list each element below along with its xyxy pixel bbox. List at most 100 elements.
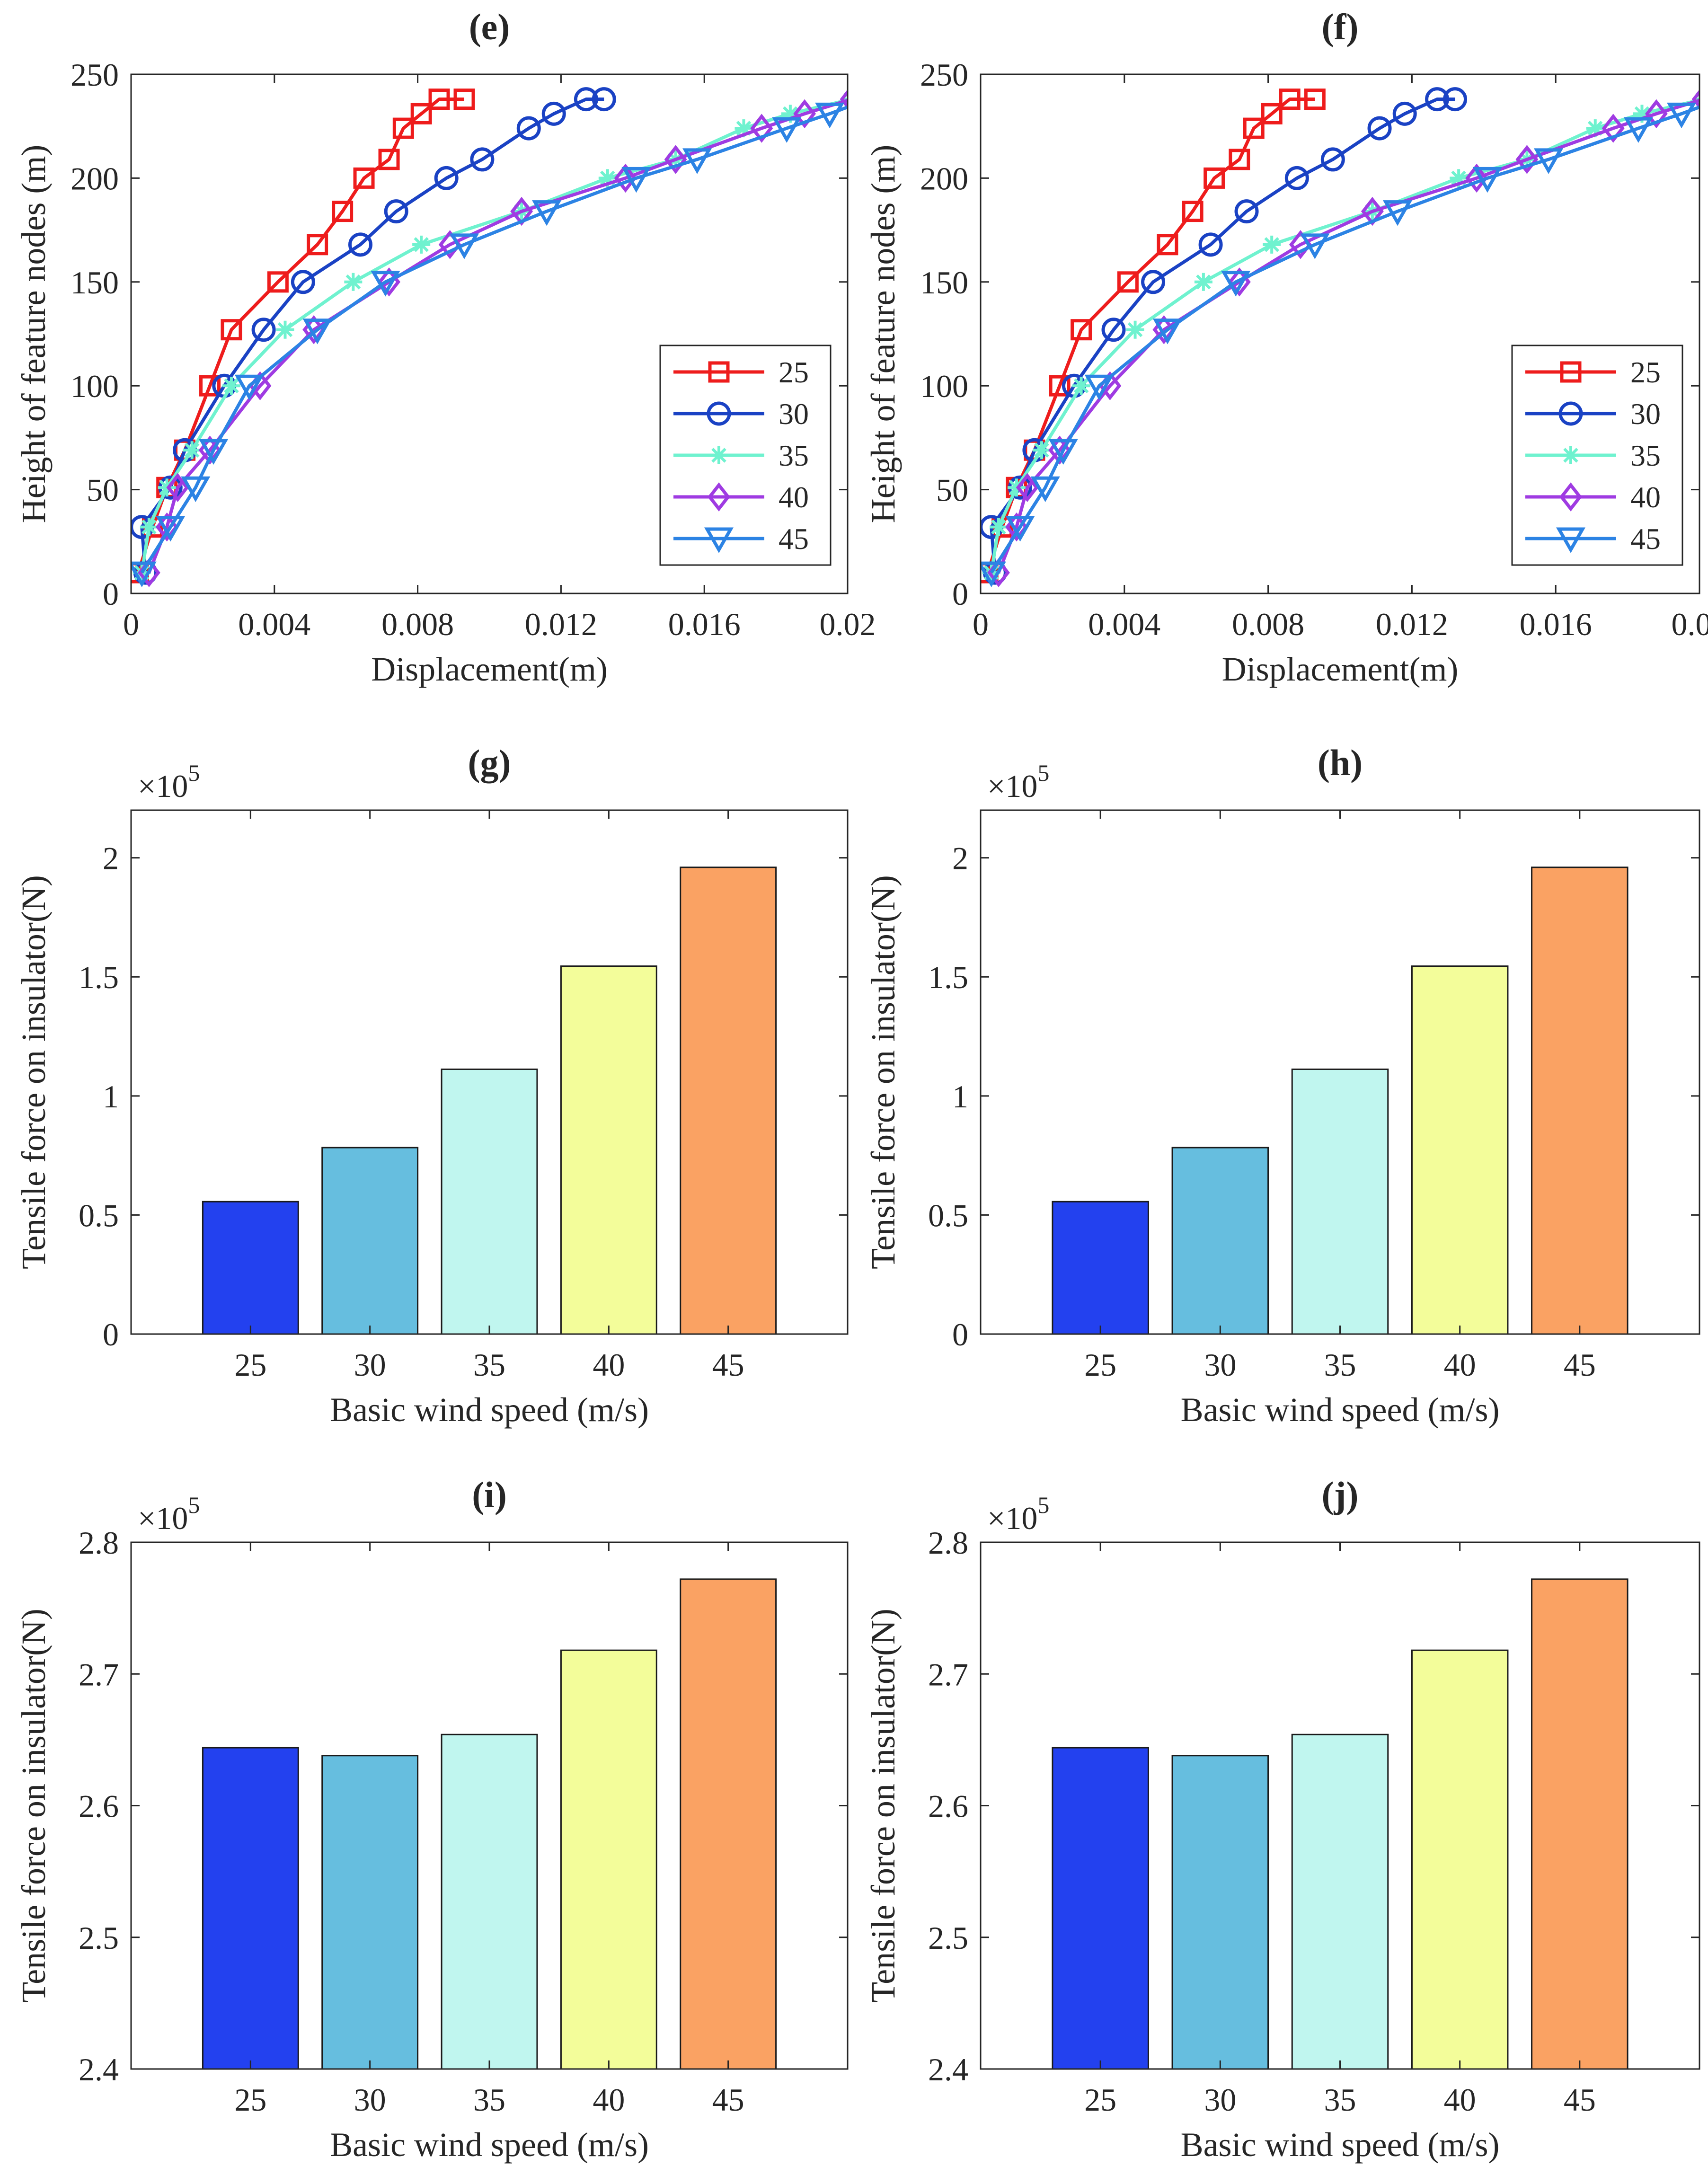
x-tick-label: 40 bbox=[593, 1347, 625, 1383]
asterisk-marker bbox=[140, 518, 158, 536]
square-marker bbox=[1261, 103, 1283, 124]
triangle-marker bbox=[621, 167, 651, 193]
y-tick-label: 2.5 bbox=[79, 1920, 119, 1956]
diamond-marker bbox=[793, 99, 816, 129]
asterisk-marker bbox=[1263, 235, 1281, 254]
triangle-marker bbox=[704, 527, 734, 553]
y-tick-label: 2.8 bbox=[79, 1525, 119, 1561]
asterisk-marker bbox=[1126, 320, 1144, 339]
circle-marker bbox=[1367, 116, 1392, 141]
y-tick-label: 2.7 bbox=[79, 1656, 119, 1692]
asterisk-marker bbox=[989, 518, 1008, 536]
chart-panel-e: 0 0.004 0.008 0.012 0.016 0.02 0 50 100 150 200 250… bbox=[15, 6, 900, 688]
diamond-marker bbox=[1515, 145, 1539, 174]
y-axis-label: Tensile force on insulator(N) bbox=[15, 875, 53, 1269]
bar-40 bbox=[1411, 1649, 1509, 2070]
y-tick-label: 0 bbox=[952, 576, 968, 612]
bar-40 bbox=[560, 965, 657, 1335]
triangle-marker bbox=[1623, 117, 1653, 143]
circle-marker bbox=[470, 147, 495, 172]
asterisk-marker bbox=[1633, 105, 1651, 123]
triangle-marker bbox=[815, 102, 845, 129]
legend: 25 30 35 40 45 bbox=[659, 345, 832, 566]
panel-label: (h) bbox=[1318, 742, 1363, 783]
triangle-marker bbox=[1472, 167, 1502, 193]
y-tick-label: 150 bbox=[71, 265, 119, 301]
triangle-marker bbox=[234, 374, 264, 401]
x-axis-label: Basic wind speed (m/s) bbox=[330, 1391, 649, 1429]
chart-panel-g: 25 30 35 40 45 0 0.5 1 1.5 2 ×105 (g) Basic wind spe… bbox=[15, 742, 849, 1429]
y-tick-label: 2 bbox=[952, 840, 968, 876]
triangle-marker bbox=[1005, 516, 1035, 542]
bar-25 bbox=[1052, 1201, 1149, 1335]
asterisk-marker bbox=[222, 377, 240, 395]
circle-marker bbox=[434, 166, 459, 190]
x-tick-label: 35 bbox=[1324, 1347, 1356, 1383]
asterisk-marker bbox=[1450, 169, 1468, 187]
triangle-marker bbox=[131, 561, 157, 587]
circle-marker bbox=[1284, 166, 1309, 190]
x-tick-label: 45 bbox=[1564, 1347, 1596, 1383]
square-marker bbox=[1304, 88, 1326, 110]
triangle-marker bbox=[1300, 233, 1330, 259]
y-tick-label: 2.6 bbox=[79, 1788, 119, 1824]
y-tick-label: 1.5 bbox=[928, 959, 968, 995]
legend-label-30: 30 bbox=[1630, 397, 1661, 431]
triangle-marker bbox=[1030, 476, 1060, 503]
square-marker bbox=[708, 361, 730, 383]
square-marker bbox=[1279, 88, 1301, 110]
y-tick-label: 0 bbox=[952, 1317, 968, 1353]
triangle-marker bbox=[1533, 148, 1564, 174]
diamond-marker bbox=[750, 114, 773, 143]
y-tick-label: 0.5 bbox=[79, 1197, 119, 1233]
triangle-marker bbox=[1666, 102, 1697, 129]
diamond-marker bbox=[878, 88, 896, 111]
x-tick-label: 40 bbox=[1444, 2082, 1476, 2118]
diamond-marker bbox=[708, 482, 730, 512]
square-marker bbox=[332, 201, 354, 222]
bar-30 bbox=[321, 1755, 419, 2070]
asterisk-marker bbox=[1072, 377, 1090, 395]
x-tick-label: 35 bbox=[473, 1347, 505, 1383]
chart-panel-j: 25 30 35 40 45 2.4 2.5 2.6 2.7 2.8 ×105 (j) Basic wi… bbox=[864, 1474, 1700, 2164]
chart-panel-i: 25 30 35 40 45 2.4 2.5 2.6 2.7 2.8 ×105 (i) Basic wi… bbox=[15, 1474, 849, 2164]
x-tick-label: 45 bbox=[1564, 2082, 1596, 2118]
plot-series-group bbox=[981, 87, 1699, 587]
bar-35 bbox=[441, 1068, 538, 1335]
circle-marker bbox=[251, 318, 276, 342]
exponent-base: ×10 bbox=[987, 1500, 1037, 1536]
x-tick-label: 40 bbox=[1444, 1347, 1476, 1383]
square-marker bbox=[1243, 117, 1265, 139]
circle-marker bbox=[541, 101, 566, 126]
legend-label-30: 30 bbox=[779, 397, 809, 431]
panel-label: (i) bbox=[472, 1474, 507, 1515]
diamond-marker bbox=[1691, 89, 1699, 109]
diamond-marker bbox=[166, 473, 189, 502]
series-line-25 bbox=[136, 97, 465, 574]
chart-panel-f: 0 0.004 0.008 0.012 0.016 0.02 0 50 100 150 200 250… bbox=[864, 6, 1708, 688]
panel-label: (g) bbox=[468, 742, 511, 783]
panel-label: (f) bbox=[1322, 6, 1359, 47]
exponent-label: ×105 bbox=[138, 1492, 200, 1536]
square-marker bbox=[1229, 149, 1250, 170]
bar-30 bbox=[1171, 1755, 1269, 2070]
y-tick-label: 100 bbox=[920, 368, 968, 404]
y-axis-label: Tensile force on insulator(N) bbox=[864, 875, 902, 1269]
bar-25 bbox=[202, 1201, 299, 1335]
y-tick-label: 200 bbox=[920, 160, 968, 196]
triangle-marker bbox=[1084, 374, 1114, 401]
y-tick-label: 0 bbox=[103, 1317, 119, 1353]
triangle-marker bbox=[1556, 527, 1586, 553]
y-tick-label: 2.5 bbox=[928, 1920, 968, 1956]
y-tick-label: 2.6 bbox=[928, 1788, 968, 1824]
triangle-marker bbox=[1382, 200, 1413, 226]
asterisk-marker bbox=[882, 90, 900, 108]
x-tick-label: 0 bbox=[973, 606, 989, 642]
exponent-power: 5 bbox=[1037, 760, 1049, 786]
legend-label-40: 40 bbox=[1630, 480, 1661, 514]
square-marker bbox=[1182, 201, 1204, 222]
plot-frame bbox=[980, 73, 1700, 594]
square-marker bbox=[1117, 271, 1139, 293]
x-axis-label: Basic wind speed (m/s) bbox=[330, 2126, 649, 2164]
circle-marker bbox=[1392, 101, 1417, 126]
